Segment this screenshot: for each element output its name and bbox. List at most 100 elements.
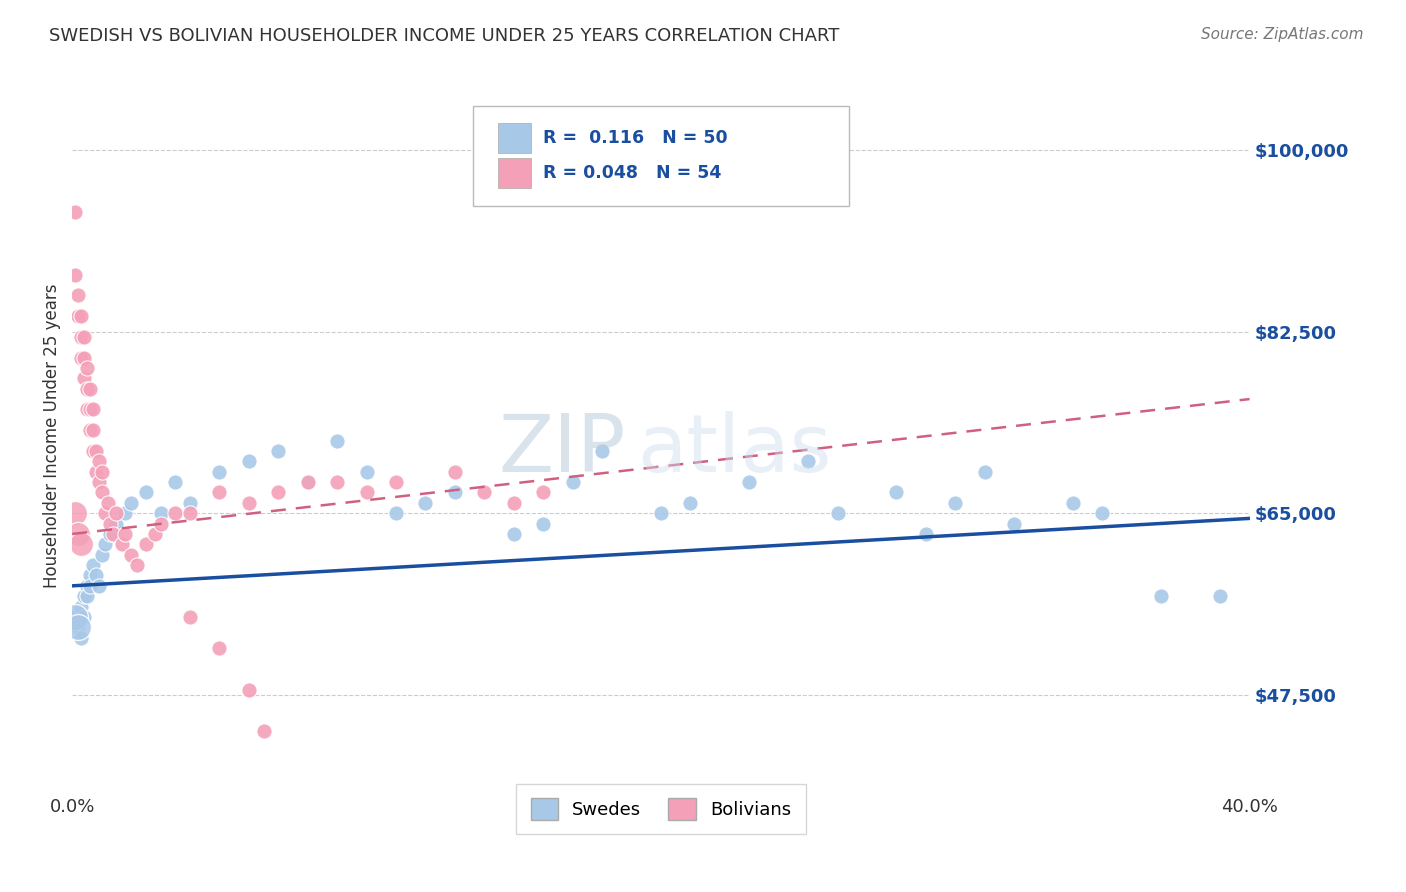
- Point: [76, 589, 98, 603]
- Point: [63, 506, 86, 520]
- Point: [502, 527, 524, 541]
- Point: [82, 444, 104, 458]
- Point: [591, 444, 613, 458]
- Point: [100, 527, 122, 541]
- Point: [135, 485, 157, 500]
- Point: [1002, 516, 1025, 531]
- Point: [531, 516, 554, 531]
- Point: [326, 475, 349, 489]
- Point: [1062, 496, 1084, 510]
- Point: [356, 485, 378, 500]
- Point: [252, 724, 274, 739]
- Point: [87, 454, 110, 468]
- FancyBboxPatch shape: [472, 106, 849, 206]
- Text: atlas: atlas: [637, 410, 832, 489]
- Point: [267, 444, 290, 458]
- Text: R = 0.048   N = 54: R = 0.048 N = 54: [543, 164, 721, 182]
- Point: [73, 589, 96, 603]
- Point: [114, 527, 136, 541]
- Point: [738, 475, 761, 489]
- Point: [70, 631, 93, 645]
- Text: ZIP: ZIP: [498, 410, 626, 489]
- Point: [67, 288, 90, 302]
- Point: [297, 475, 319, 489]
- Point: [165, 506, 187, 520]
- Point: [70, 599, 93, 614]
- Point: [73, 351, 96, 365]
- Point: [79, 579, 101, 593]
- Point: [208, 641, 231, 656]
- Point: [90, 485, 112, 500]
- Point: [82, 558, 104, 573]
- Point: [63, 268, 86, 282]
- Point: [797, 454, 820, 468]
- Point: [650, 506, 672, 520]
- Point: [105, 506, 128, 520]
- Point: [67, 620, 90, 634]
- Point: [105, 516, 128, 531]
- Point: [444, 485, 467, 500]
- Point: [100, 516, 122, 531]
- Point: [73, 371, 96, 385]
- Point: [472, 485, 495, 500]
- Point: [415, 496, 437, 510]
- Point: [914, 527, 936, 541]
- Point: [208, 465, 231, 479]
- Text: Source: ZipAtlas.com: Source: ZipAtlas.com: [1201, 27, 1364, 42]
- Point: [238, 454, 260, 468]
- Point: [326, 434, 349, 448]
- Point: [385, 506, 408, 520]
- Point: [93, 537, 115, 551]
- Point: [70, 309, 93, 323]
- Point: [267, 485, 290, 500]
- Point: [149, 506, 172, 520]
- Point: [70, 351, 93, 365]
- Point: [82, 402, 104, 417]
- Point: [111, 537, 134, 551]
- Point: [561, 475, 583, 489]
- Point: [444, 465, 467, 479]
- Point: [238, 682, 260, 697]
- Point: [84, 444, 107, 458]
- Point: [356, 465, 378, 479]
- Point: [179, 496, 201, 510]
- Point: [93, 506, 115, 520]
- Point: [502, 496, 524, 510]
- Point: [67, 309, 90, 323]
- Point: [149, 516, 172, 531]
- Point: [82, 423, 104, 437]
- Point: [531, 485, 554, 500]
- Point: [76, 579, 98, 593]
- Point: [385, 475, 408, 489]
- Point: [297, 475, 319, 489]
- FancyBboxPatch shape: [499, 122, 531, 153]
- Y-axis label: Householder Income Under 25 years: Householder Income Under 25 years: [44, 283, 60, 588]
- Point: [679, 496, 702, 510]
- Point: [73, 610, 96, 624]
- Point: [73, 330, 96, 344]
- Point: [70, 330, 93, 344]
- Point: [143, 527, 166, 541]
- Point: [87, 475, 110, 489]
- Point: [79, 402, 101, 417]
- Point: [179, 506, 201, 520]
- Point: [165, 475, 187, 489]
- Point: [84, 465, 107, 479]
- Point: [90, 465, 112, 479]
- Point: [120, 548, 142, 562]
- Point: [76, 402, 98, 417]
- Point: [84, 568, 107, 582]
- Point: [79, 423, 101, 437]
- Point: [1091, 506, 1114, 520]
- Point: [76, 382, 98, 396]
- Point: [70, 537, 93, 551]
- Point: [63, 610, 86, 624]
- Point: [63, 610, 86, 624]
- Point: [1150, 589, 1173, 603]
- Point: [208, 485, 231, 500]
- Point: [120, 496, 142, 510]
- Point: [238, 496, 260, 510]
- Point: [886, 485, 908, 500]
- Point: [135, 537, 157, 551]
- Text: SWEDISH VS BOLIVIAN HOUSEHOLDER INCOME UNDER 25 YEARS CORRELATION CHART: SWEDISH VS BOLIVIAN HOUSEHOLDER INCOME U…: [49, 27, 839, 45]
